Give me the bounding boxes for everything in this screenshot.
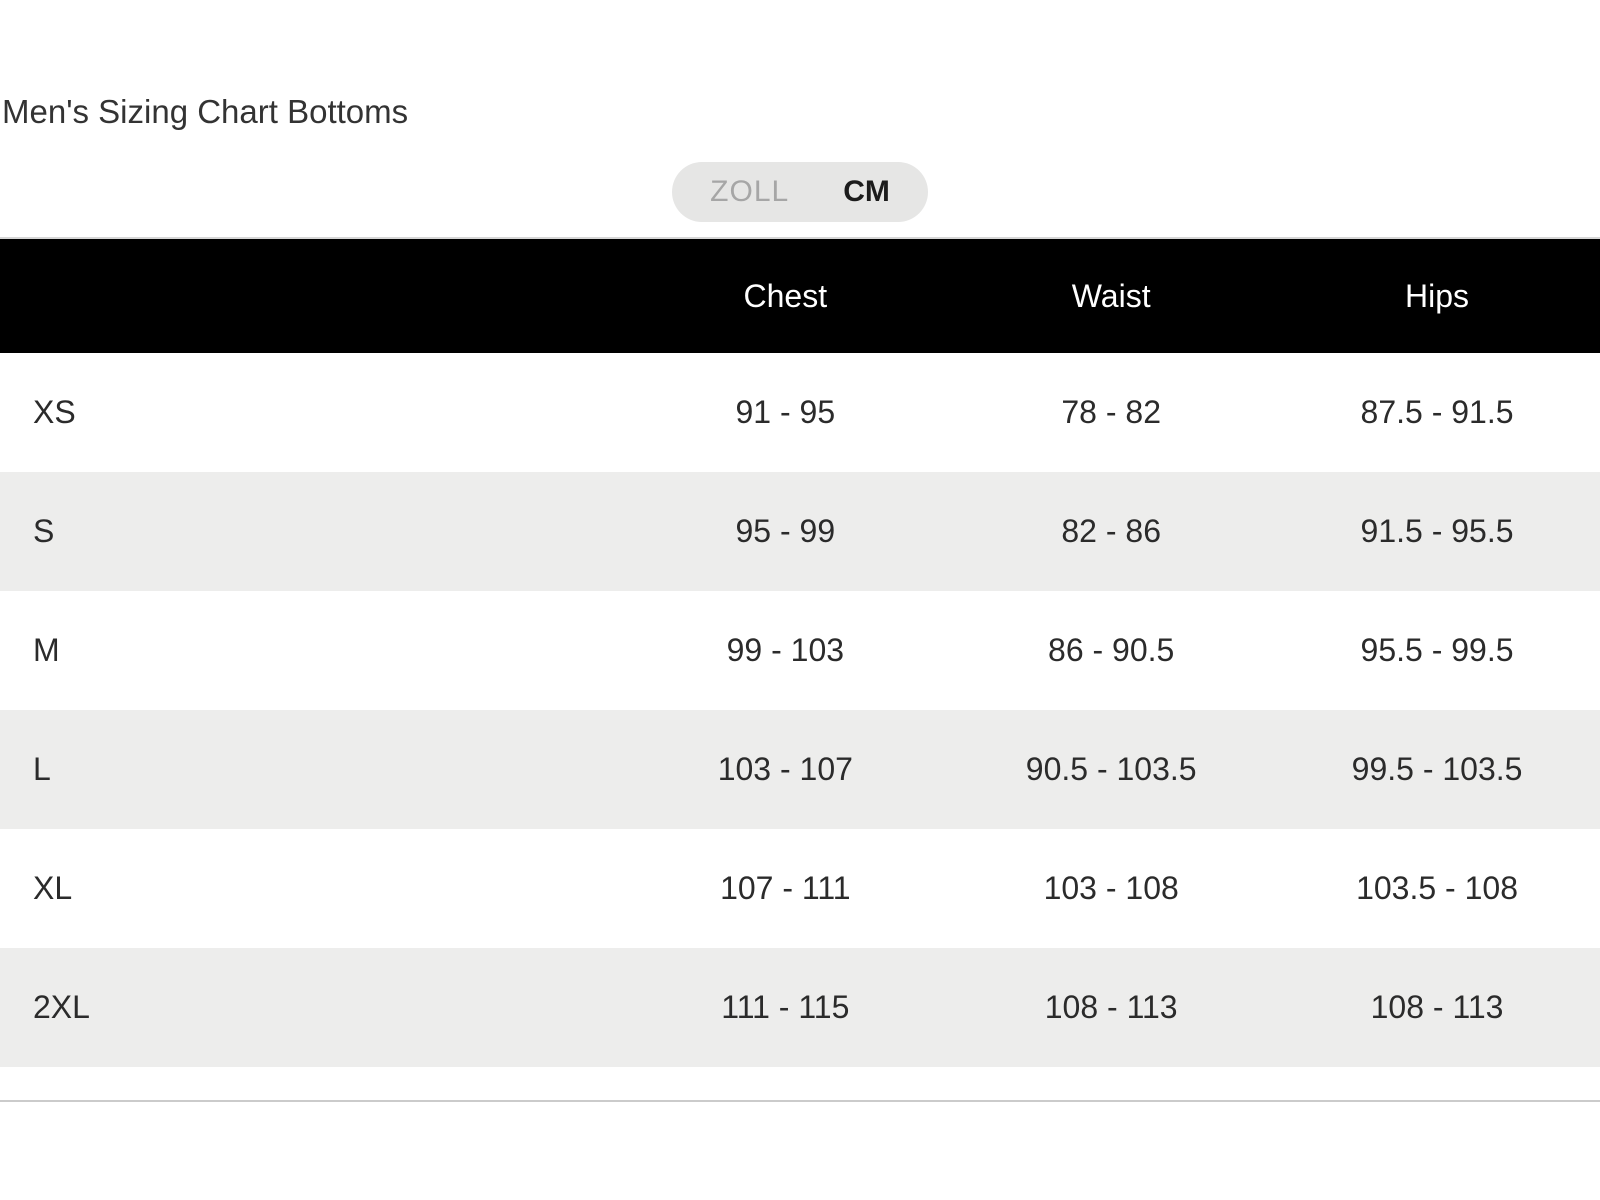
hips-cell: 95.5 - 99.5	[1360, 632, 1514, 668]
hips-cell: 99.5 - 103.5	[1351, 751, 1523, 787]
header-cell-hips: Hips	[1405, 277, 1470, 314]
table-row-l: L 103 - 107 90.5 - 103.5 99.5 - 103.5	[0, 710, 1600, 829]
chest-cell: 107 - 111	[720, 870, 851, 906]
size-cell: 2XL	[33, 989, 90, 1025]
table-row-xs: XS 91 - 95 78 - 82 87.5 - 91.5	[0, 353, 1600, 472]
waist-cell: 108 - 113	[1044, 989, 1178, 1025]
table-row-m: M 99 - 103 86 - 90.5 95.5 - 99.5	[0, 591, 1600, 710]
size-cell: L	[33, 751, 51, 787]
hips-cell: 91.5 - 95.5	[1360, 513, 1514, 549]
waist-cell: 90.5 - 103.5	[1025, 751, 1197, 787]
page-title: Men's Sizing Chart Bottoms	[2, 93, 409, 130]
bottom-divider	[0, 1100, 1600, 1102]
table-header-row: Chest Waist Hips	[0, 239, 1600, 353]
waist-cell: 82 - 86	[1061, 513, 1161, 549]
size-cell: M	[33, 632, 60, 668]
table-row-xl: XL 107 - 111 103 - 108 103.5 - 108	[0, 829, 1600, 948]
size-cell: XS	[33, 394, 76, 430]
hips-cell: 108 - 113	[1370, 989, 1504, 1025]
chest-cell: 103 - 107	[717, 751, 853, 787]
waist-cell: 78 - 82	[1061, 394, 1161, 430]
unit-toggle-wrap: ZOLL CM	[0, 162, 1600, 222]
chest-cell: 111 - 115	[721, 989, 850, 1025]
size-cell: S	[33, 513, 55, 549]
chest-cell: 99 - 103	[726, 632, 845, 668]
unit-option-zoll[interactable]: ZOLL	[710, 175, 790, 208]
table-row-2xl: 2XL 111 - 115 108 - 113 108 - 113	[0, 948, 1600, 1067]
size-cell: XL	[33, 870, 73, 906]
waist-cell: 103 - 108	[1043, 870, 1179, 906]
hips-cell: 103.5 - 108	[1356, 870, 1518, 906]
chest-cell: 95 - 99	[735, 513, 836, 549]
table-row-s: S 95 - 99 82 - 86 91.5 - 95.5	[0, 472, 1600, 591]
sizing-table: Chest Waist Hips XS 91 - 95 78 - 82 87.5…	[0, 237, 1600, 1067]
header-cell-waist: Waist	[1071, 277, 1151, 314]
unit-option-cm[interactable]: CM	[843, 175, 890, 208]
header-cell-chest: Chest	[743, 277, 828, 314]
hips-cell: 87.5 - 91.5	[1360, 394, 1514, 430]
chest-cell: 91 - 95	[735, 394, 836, 430]
waist-cell: 86 - 90.5	[1048, 632, 1175, 668]
unit-toggle[interactable]: ZOLL CM	[672, 162, 928, 222]
